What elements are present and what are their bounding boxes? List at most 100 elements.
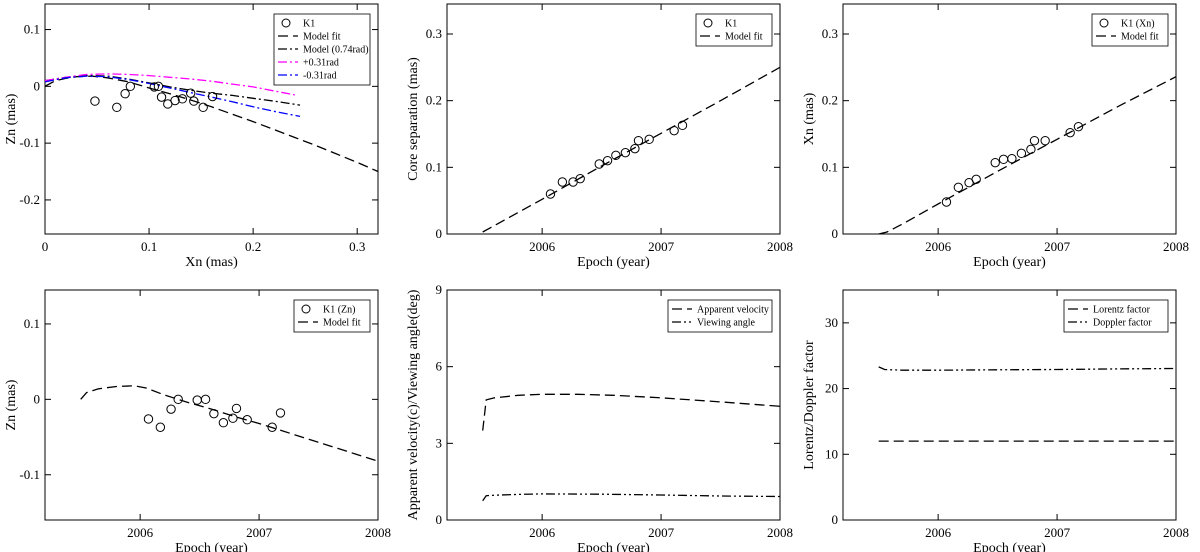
data-point bbox=[166, 404, 176, 414]
data-point bbox=[155, 422, 166, 432]
data-point bbox=[1065, 127, 1075, 138]
panel-zn-vs-xn: 0 0.1 0.2 0.3 -0.2 -0.1 0 0.1 Xn (mas) Zn (mas) K1… bbox=[4, 3, 379, 270]
series-viewing-angle bbox=[482, 493, 780, 502]
y-tick-label: 0 bbox=[832, 226, 839, 241]
data-point bbox=[557, 177, 568, 187]
legend-label: Doppler factor bbox=[1093, 318, 1152, 329]
series-0-31rad bbox=[45, 75, 301, 118]
y-tick-label: -0.2 bbox=[19, 192, 40, 207]
data-point bbox=[185, 88, 196, 98]
legend-marker bbox=[281, 18, 291, 28]
x-axis-label: Epoch (year) bbox=[577, 255, 650, 270]
y-axis-label: Core separation (mas) bbox=[406, 57, 421, 181]
data-point bbox=[575, 173, 585, 184]
x-tick-label: 2007 bbox=[1044, 239, 1071, 254]
plot-frame bbox=[842, 289, 1177, 521]
data-point bbox=[669, 125, 679, 136]
legend-marker bbox=[703, 18, 713, 28]
data-point bbox=[143, 414, 154, 424]
x-tick-label: 2007 bbox=[648, 239, 675, 254]
legend: K1 Model fit bbox=[695, 13, 773, 47]
y-tick-label: 0.1 bbox=[24, 316, 40, 331]
legend-label: +0.31rad bbox=[303, 58, 339, 69]
y-tick-label: 20 bbox=[825, 381, 838, 396]
legend-label: Lorentz factor bbox=[1093, 305, 1151, 316]
data-point bbox=[677, 120, 688, 131]
series-apparent-velocity bbox=[482, 393, 780, 431]
plot-frame bbox=[44, 289, 379, 521]
y-tick-label: 0.1 bbox=[426, 159, 442, 174]
legend: K1 (Xn) Model fit bbox=[1091, 13, 1169, 47]
plot-data bbox=[878, 76, 1176, 234]
series-model-fit bbox=[80, 385, 378, 462]
y-tick-label: -0.1 bbox=[19, 135, 40, 150]
series-doppler-factor bbox=[878, 366, 1176, 371]
plot-frame bbox=[44, 3, 379, 235]
data-point bbox=[198, 102, 208, 113]
data-point bbox=[1073, 121, 1084, 132]
x-tick-label: 0.2 bbox=[245, 239, 261, 254]
x-axis-label: Xn (mas) bbox=[185, 255, 238, 270]
x-tick-label: 2006 bbox=[529, 239, 556, 254]
y-tick-label: 3 bbox=[436, 435, 443, 450]
y-tick-label: 0 bbox=[34, 391, 41, 406]
plot-frame bbox=[842, 3, 1177, 235]
data-point bbox=[1016, 148, 1027, 159]
data-point bbox=[209, 408, 219, 419]
x-tick-label: 2008 bbox=[365, 525, 391, 540]
series-model-fit bbox=[482, 66, 780, 233]
legend-label: Model (0.74rad) bbox=[303, 45, 369, 56]
legend-marker bbox=[301, 304, 311, 314]
x-tick-label: 2007 bbox=[246, 525, 273, 540]
data-point bbox=[228, 413, 238, 423]
y-tick-label: 0 bbox=[832, 512, 839, 527]
plot-data bbox=[80, 385, 378, 462]
x-tick-label: 2008 bbox=[767, 239, 793, 254]
x-tick-label: 2006 bbox=[925, 525, 952, 540]
series-0-31rad bbox=[45, 73, 295, 96]
data-point bbox=[545, 189, 556, 199]
y-tick-label: 0.3 bbox=[822, 26, 838, 41]
data-point bbox=[1007, 153, 1017, 164]
data-point bbox=[177, 94, 188, 104]
data-point bbox=[630, 143, 640, 154]
data-point bbox=[1029, 135, 1040, 146]
data-point bbox=[620, 147, 631, 158]
y-tick-label: 6 bbox=[436, 359, 443, 374]
x-tick-label: 2006 bbox=[127, 525, 154, 540]
data-point bbox=[611, 150, 621, 161]
y-axis-label: Apparent velocity(c)/Viewing angle(deg) bbox=[406, 289, 421, 520]
x-tick-label: 2008 bbox=[1163, 239, 1189, 254]
x-axis-label: Epoch (year) bbox=[175, 541, 248, 552]
data-point bbox=[602, 155, 613, 166]
legend-box bbox=[667, 299, 773, 333]
data-point bbox=[153, 81, 164, 92]
y-tick-label: 0.2 bbox=[822, 93, 838, 108]
data-point bbox=[998, 154, 1009, 165]
plot-frame bbox=[446, 289, 781, 521]
y-tick-label: 0.1 bbox=[24, 22, 40, 37]
legend-label: Model fit bbox=[725, 32, 763, 43]
plot-data bbox=[878, 366, 1176, 442]
plot-data bbox=[45, 73, 378, 173]
data-point bbox=[1026, 144, 1036, 155]
data-point bbox=[170, 95, 180, 106]
legend-marker bbox=[1099, 18, 1109, 28]
legend: K1 Model fit Model (0.74rad) +0.31rad -0.31r… bbox=[273, 13, 371, 86]
data-point bbox=[990, 157, 1000, 168]
data-point bbox=[953, 182, 964, 193]
y-tick-label: 10 bbox=[825, 446, 838, 461]
data-point bbox=[594, 159, 604, 169]
data-point bbox=[156, 92, 167, 102]
data-point bbox=[189, 96, 199, 106]
y-axis-label: Xn (mas) bbox=[802, 92, 817, 145]
data-point bbox=[644, 134, 654, 145]
y-tick-label: 0 bbox=[436, 512, 443, 527]
x-tick-label: 2007 bbox=[648, 525, 675, 540]
y-tick-label: 9 bbox=[436, 282, 443, 297]
legend-label: Model fit bbox=[1121, 32, 1159, 43]
panel-xn-vs-epoch: 2006 2007 2008 0 0.1 0.2 0.3 Epoch (year) Xn (ma… bbox=[802, 3, 1189, 270]
x-tick-label: 2007 bbox=[1044, 525, 1071, 540]
panel-zn-vs-epoch: 2006 2007 2008 -0.1 0 0.1 Epoch (year) Zn (mas)… bbox=[4, 289, 391, 552]
